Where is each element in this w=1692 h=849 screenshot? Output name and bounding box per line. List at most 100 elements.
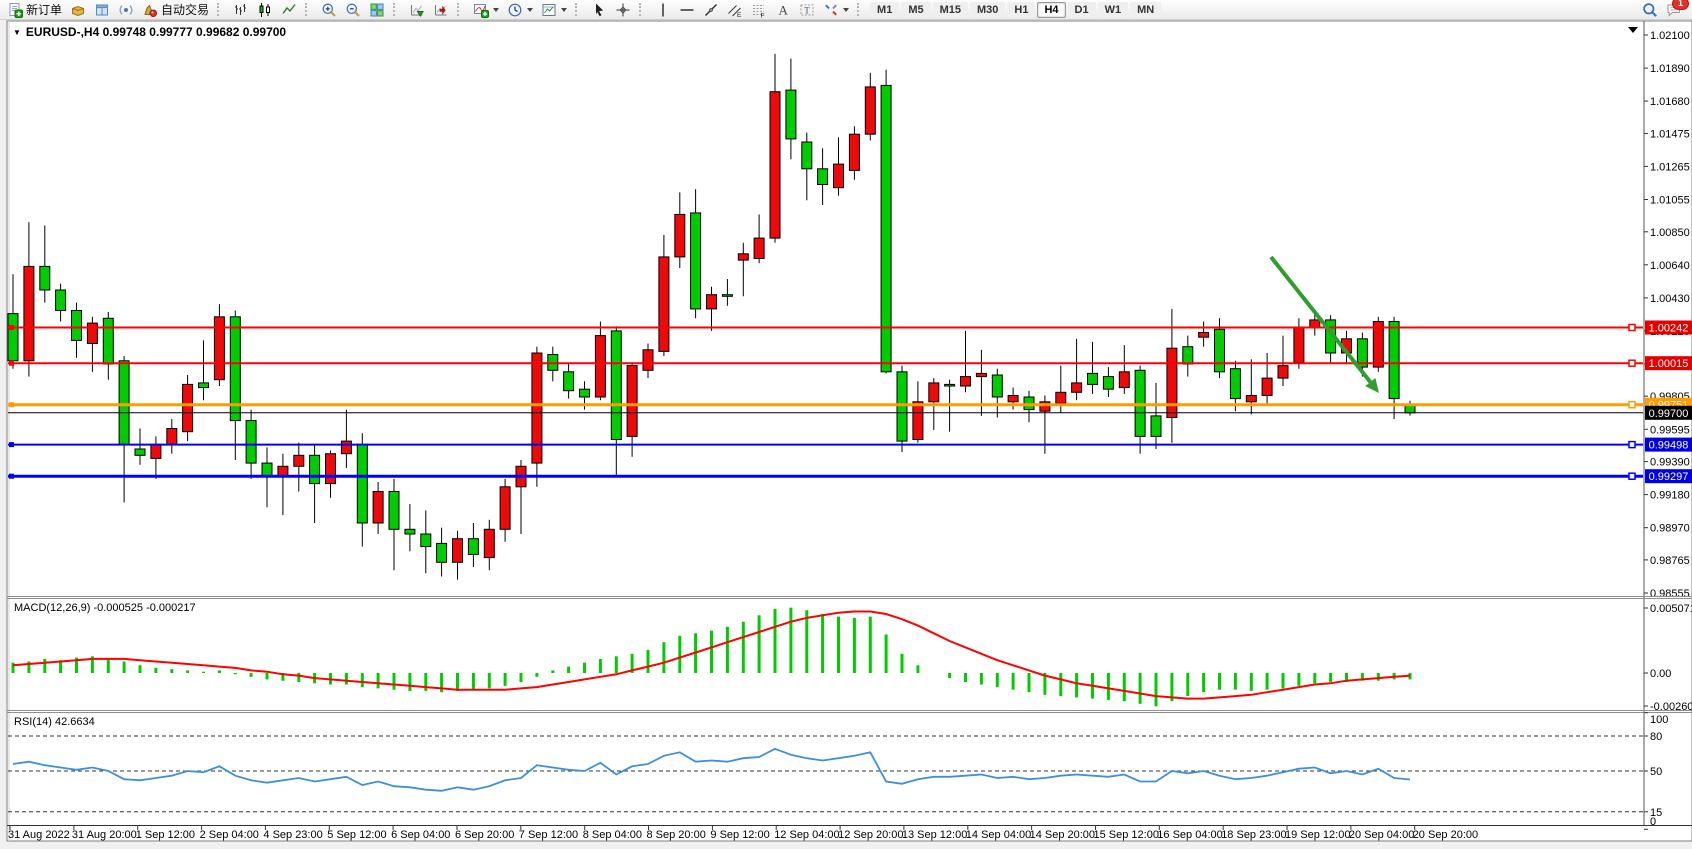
text-label-icon: T bbox=[799, 2, 815, 18]
template-icon bbox=[541, 2, 557, 18]
time-axis[interactable]: 31 Aug 2022 31 Aug 20:001 Sep 12:00 2 Sep … bbox=[8, 826, 1478, 841]
svg-text:A: A bbox=[779, 2, 789, 17]
svg-text:-0.002606: -0.002606 bbox=[1650, 701, 1692, 713]
data-window-button[interactable] bbox=[90, 1, 114, 19]
navigator-button[interactable] bbox=[114, 1, 138, 19]
trend-arrow-annotation[interactable] bbox=[1269, 255, 1379, 393]
svg-text:31 Aug 2022: 31 Aug 2022 bbox=[8, 829, 70, 841]
svg-text:1.00242: 1.00242 bbox=[1649, 323, 1689, 335]
svg-text:50: 50 bbox=[1650, 766, 1662, 778]
auto-scroll-button[interactable] bbox=[405, 1, 429, 19]
zoom-out-button[interactable] bbox=[341, 1, 365, 19]
market-watch-button[interactable] bbox=[66, 1, 90, 19]
chart-shift-icon bbox=[433, 2, 449, 18]
timeframe-button-m5[interactable]: M5 bbox=[901, 1, 931, 18]
doc-plus-icon bbox=[7, 2, 23, 18]
zoom-in-button[interactable] bbox=[317, 1, 341, 19]
zoom-out-icon bbox=[345, 2, 361, 18]
price-axis[interactable]: 1.02100 1.01890 1.01680 1.01475 1.01265 1.010… bbox=[1643, 21, 1692, 826]
svg-text:12 Sep 20:00: 12 Sep 20:00 bbox=[838, 829, 903, 841]
new-order-button[interactable]: 新订单 bbox=[3, 1, 66, 19]
svg-text:8 Sep 04:00: 8 Sep 04:00 bbox=[583, 829, 642, 841]
candlestick-icon bbox=[257, 2, 273, 18]
svg-text:14 Sep 20:00: 14 Sep 20:00 bbox=[1030, 829, 1095, 841]
vertical-line-button[interactable] bbox=[651, 1, 675, 19]
cursor-button[interactable] bbox=[587, 1, 611, 19]
cursor-icon bbox=[591, 2, 607, 18]
toolbar-separator bbox=[305, 3, 312, 16]
svg-text:0.99700: 0.99700 bbox=[1649, 408, 1689, 420]
navigator-icon bbox=[118, 2, 134, 18]
svg-text:31 Aug 20:00: 31 Aug 20:00 bbox=[72, 829, 137, 841]
svg-text:1.00430: 1.00430 bbox=[1650, 293, 1690, 305]
tile-windows-icon bbox=[369, 2, 385, 18]
svg-text:7 Sep 12:00: 7 Sep 12:00 bbox=[519, 829, 578, 841]
toolbar: 新订单 自动交易 E F A T M1 M5 M15 M30 H1 H4 D1 W1 MN 1 bbox=[0, 0, 1692, 20]
svg-text:4 Sep 23:00: 4 Sep 23:00 bbox=[263, 829, 322, 841]
indicators-button[interactable] bbox=[469, 1, 503, 19]
svg-text:0.99595: 0.99595 bbox=[1650, 424, 1690, 436]
svg-text:1.00850: 1.00850 bbox=[1650, 227, 1690, 239]
toolbar-button-label: 新订单 bbox=[26, 3, 63, 17]
svg-text:1.01890: 1.01890 bbox=[1650, 63, 1690, 75]
svg-text:15 Sep 12:00: 15 Sep 12:00 bbox=[1094, 829, 1159, 841]
horizontal-level-lines[interactable] bbox=[8, 323, 1643, 480]
chart-title[interactable]: ▼ EURUSD-,H4 0.99748 0.99777 0.99682 0.99… bbox=[13, 25, 286, 39]
toolbar-separator bbox=[639, 3, 646, 16]
svg-text:6 Sep 20:00: 6 Sep 20:00 bbox=[455, 829, 514, 841]
svg-text:1.01265: 1.01265 bbox=[1650, 161, 1690, 173]
arrows-button[interactable] bbox=[819, 1, 853, 19]
chart-title-text: EURUSD-,H4 0.99748 0.99777 0.99682 0.997… bbox=[25, 25, 287, 39]
svg-text:0.98970: 0.98970 bbox=[1650, 523, 1690, 535]
text-label-button[interactable]: T bbox=[795, 1, 819, 19]
trendline-icon bbox=[703, 2, 719, 18]
chart-shift-button[interactable] bbox=[429, 1, 453, 19]
timeframe-button-d1[interactable]: D1 bbox=[1067, 1, 1096, 18]
timeframe-button-h1[interactable]: H1 bbox=[1007, 1, 1036, 18]
vertical-line-icon bbox=[655, 2, 671, 18]
rsi-panel[interactable]: 100 80 50 150 bbox=[8, 712, 1668, 830]
indicators-icon bbox=[473, 2, 490, 18]
scale-anchor-icon bbox=[1628, 27, 1638, 33]
periods-button[interactable] bbox=[503, 1, 537, 19]
svg-text:14 Sep 04:00: 14 Sep 04:00 bbox=[966, 829, 1031, 841]
panel-separators[interactable] bbox=[7, 596, 1692, 826]
timeframe-button-m15[interactable]: M15 bbox=[932, 1, 968, 18]
text-button[interactable]: A bbox=[771, 1, 795, 19]
templates-button[interactable] bbox=[537, 1, 571, 19]
community-button[interactable]: 1 bbox=[1666, 0, 1689, 18]
autotrading-button[interactable]: 自动交易 bbox=[138, 1, 213, 19]
svg-text:18 Sep 23:00: 18 Sep 23:00 bbox=[1221, 829, 1286, 841]
chart-menu-icon[interactable]: ▼ bbox=[13, 28, 21, 37]
trendline-button[interactable] bbox=[699, 1, 723, 19]
svg-text:0.99180: 0.99180 bbox=[1650, 490, 1690, 502]
fibonacci-button[interactable]: F bbox=[747, 1, 771, 19]
search-button[interactable] bbox=[1642, 2, 1658, 18]
autotrading-icon bbox=[142, 2, 158, 18]
crosshair-button[interactable] bbox=[611, 1, 635, 19]
toolbar-separator bbox=[217, 3, 224, 16]
svg-text:19 Sep 12:00: 19 Sep 12:00 bbox=[1285, 829, 1350, 841]
svg-text:8 Sep 20:00: 8 Sep 20:00 bbox=[647, 829, 706, 841]
toolbar-separator bbox=[575, 3, 582, 16]
notification-badge: 1 bbox=[1672, 0, 1689, 10]
macd-panel[interactable]: 0.005071 0.00 -0.002606 bbox=[11, 603, 1692, 713]
line-chart-button[interactable] bbox=[277, 1, 301, 19]
bar-chart-button[interactable] bbox=[229, 1, 253, 19]
timeframe-button-mn[interactable]: MN bbox=[1130, 1, 1162, 18]
tile-windows-button[interactable] bbox=[365, 1, 389, 19]
timeframe-button-m30[interactable]: M30 bbox=[970, 1, 1006, 18]
candlestick-button[interactable] bbox=[253, 1, 277, 19]
chevron-down-icon bbox=[493, 7, 500, 12]
svg-text:12 Sep 04:00: 12 Sep 04:00 bbox=[774, 829, 839, 841]
timeframe-button-h4[interactable]: H4 bbox=[1037, 1, 1066, 18]
toolbar-separator bbox=[457, 3, 464, 16]
svg-text:80: 80 bbox=[1650, 731, 1662, 743]
timeframe-button-w1[interactable]: W1 bbox=[1097, 1, 1129, 18]
equidistant-channel-button[interactable]: E bbox=[723, 1, 747, 19]
horizontal-line-button[interactable] bbox=[675, 1, 699, 19]
svg-text:1.01680: 1.01680 bbox=[1650, 96, 1690, 108]
market-watch-icon bbox=[70, 2, 86, 18]
timeframe-button-m1[interactable]: M1 bbox=[870, 1, 900, 18]
